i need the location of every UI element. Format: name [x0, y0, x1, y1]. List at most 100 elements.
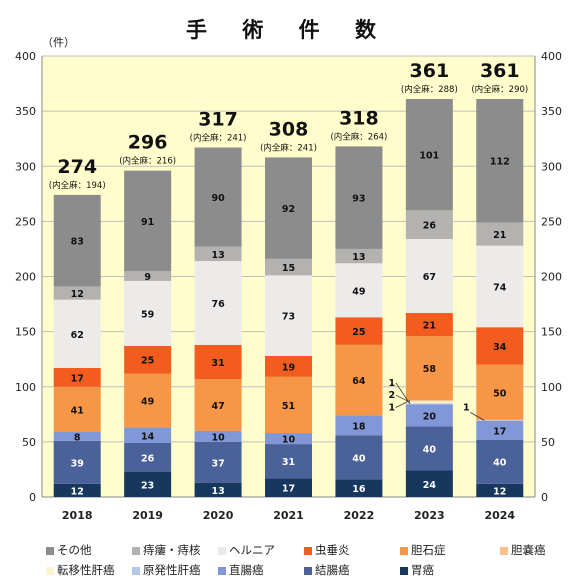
total-note: (内全麻：241)	[260, 142, 317, 153]
bar-segment	[476, 364, 524, 420]
bar-segment	[476, 327, 524, 365]
bar-segment	[335, 146, 383, 249]
callout-line	[395, 394, 411, 403]
total-note: (内全麻：216)	[119, 156, 176, 167]
bar-segment	[265, 478, 312, 497]
legend-item: 胃癌	[400, 562, 434, 578]
legend-label: 胆石症	[411, 543, 446, 557]
data-label: 17	[282, 484, 295, 495]
legend-item: 転移性肝癌	[46, 562, 115, 578]
x-tick-label: 2019	[132, 509, 163, 522]
y-tick-label-left: 100	[15, 381, 36, 394]
callout-line	[395, 382, 411, 405]
data-label: 73	[282, 312, 295, 323]
bar-segment	[265, 444, 312, 479]
bar-segment	[53, 431, 101, 441]
legend-item: 原発性肝癌	[132, 562, 201, 578]
y-tick-label-left: 400	[15, 50, 36, 63]
data-label: 21	[493, 230, 506, 241]
bar-segment	[265, 433, 312, 445]
total-note: (内全麻：241)	[190, 133, 247, 144]
chart-title: 手 術 件 数	[186, 18, 390, 42]
legend-swatch	[304, 546, 312, 555]
bar-segment	[405, 401, 453, 404]
bar-segment	[194, 430, 242, 442]
legend-item: 胆石症	[400, 542, 446, 558]
legend-swatch	[132, 566, 140, 575]
legend-label: 胃癌	[411, 563, 434, 577]
data-label: 31	[211, 358, 224, 369]
data-label: 19	[282, 362, 295, 373]
y-tick-label-right: 150	[541, 326, 562, 339]
bar-segment	[53, 386, 101, 432]
bar-segment	[405, 403, 453, 405]
bar-segment	[335, 248, 383, 264]
data-label: 91	[141, 217, 154, 228]
data-label: 59	[141, 309, 154, 320]
y-tick-label-right: 250	[541, 215, 562, 228]
data-label: 49	[141, 397, 154, 408]
data-label: 64	[352, 376, 366, 387]
bar-segment	[405, 470, 453, 497]
bar-segment	[194, 261, 242, 345]
data-label: 49	[352, 286, 365, 297]
bar-segment	[53, 368, 101, 387]
data-label: 26	[423, 221, 437, 232]
data-label: 50	[493, 388, 507, 399]
y-tick-label-right: 100	[541, 381, 562, 394]
data-label: 26	[141, 453, 155, 464]
legend-label: 結腸癌	[315, 563, 350, 577]
data-label: 9	[144, 272, 151, 283]
legend-label: 胆嚢癌	[511, 543, 546, 557]
legend-label: 直腸癌	[229, 563, 264, 577]
legend-swatch	[46, 566, 54, 575]
data-label: 51	[282, 401, 295, 412]
callout-line	[470, 412, 485, 421]
bar-segment	[335, 344, 383, 416]
bar-segment	[124, 280, 172, 346]
data-label: 93	[352, 194, 365, 205]
bar-segment	[476, 420, 524, 440]
data-label: 112	[490, 157, 510, 168]
bar-segment	[476, 98, 524, 223]
legend-item: ヘルニア	[218, 542, 275, 558]
data-label: 24	[423, 480, 437, 491]
legend-label: 原発性肝癌	[143, 563, 201, 577]
total-label: 318	[339, 107, 379, 129]
data-label: 67	[423, 272, 436, 283]
total-label: 317	[198, 109, 238, 131]
y-tick-label-left: 300	[15, 160, 36, 173]
data-label: 17	[71, 373, 84, 384]
data-label: 23	[141, 480, 154, 491]
y-tick-label-right: 200	[541, 271, 562, 284]
bar-segment	[335, 479, 383, 497]
bar-segment	[405, 210, 453, 240]
data-label: 41	[71, 405, 84, 416]
data-label: 74	[493, 282, 507, 293]
data-label: 12	[71, 289, 84, 300]
y-tick-label-left: 350	[15, 105, 36, 118]
bar-segment	[405, 312, 453, 337]
bar-segment	[405, 426, 453, 471]
data-label: 15	[282, 263, 295, 274]
bar-segment	[124, 442, 172, 472]
bar-segment	[124, 373, 172, 428]
legend-item: 虫垂炎	[304, 542, 350, 558]
data-label: 18	[352, 421, 366, 432]
data-label: 40	[352, 453, 366, 464]
y-tick-label-right: 400	[541, 50, 562, 63]
x-tick-label: 2020	[203, 509, 234, 522]
data-label: 25	[141, 356, 154, 367]
data-label: 13	[352, 252, 365, 263]
bar-segment	[194, 441, 242, 483]
bar-segment	[476, 245, 524, 328]
bar-segment	[194, 246, 242, 262]
data-label: 31	[282, 457, 295, 468]
data-label: 1	[389, 403, 396, 414]
data-label: 2	[389, 390, 396, 401]
data-label: 14	[141, 431, 155, 442]
legend-label: 転移性肝癌	[57, 563, 115, 577]
bar-segment	[53, 194, 101, 287]
bar-segment	[53, 483, 101, 497]
